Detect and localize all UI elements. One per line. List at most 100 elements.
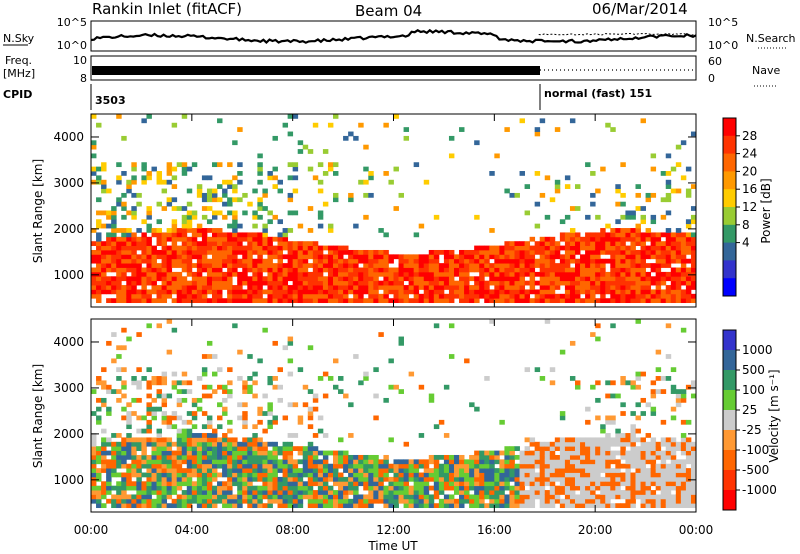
heatmap-cell	[333, 249, 339, 255]
heatmap-cell	[186, 271, 193, 277]
heatmap-cell	[514, 280, 520, 286]
heatmap-cell	[348, 192, 354, 198]
heatmap-cell	[353, 494, 359, 500]
heatmap-cell	[327, 263, 334, 268]
heatmap-cell	[479, 468, 485, 473]
heatmap-cell	[448, 271, 455, 277]
heatmap-cell	[610, 228, 616, 233]
heatmap-cell	[247, 494, 253, 500]
heatmap-cell	[242, 245, 248, 251]
heatmap-cell	[539, 263, 546, 268]
heatmap-cell	[534, 446, 541, 451]
heatmap-cell	[292, 298, 299, 304]
heatmap-cell	[504, 285, 510, 290]
heatmap-cell	[600, 446, 606, 451]
heatmap-cell	[650, 298, 657, 304]
heatmap-cell	[454, 468, 460, 473]
heatmap-cell	[106, 340, 112, 346]
heatmap-cell	[106, 188, 112, 194]
heatmap-cell	[136, 236, 142, 242]
heatmap-cell	[227, 380, 233, 386]
heatmap-cell	[156, 476, 162, 482]
heatmap-cell	[116, 354, 122, 359]
heatmap-cell	[625, 254, 631, 260]
heatmap-cell	[368, 276, 374, 282]
heatmap-cell	[585, 245, 591, 251]
heatmap-cell	[358, 498, 364, 504]
heatmap-cell	[297, 415, 304, 421]
heatmap-cell	[630, 450, 636, 456]
heatmap-cell	[292, 472, 299, 478]
heatmap-cell	[237, 232, 243, 238]
heatmap-cell	[222, 249, 228, 255]
heatmap-cell	[166, 463, 173, 469]
heatmap-cell	[433, 293, 440, 299]
heatmap-cell	[252, 236, 258, 242]
heatmap-cell	[217, 485, 223, 491]
heatmap-cell	[267, 424, 273, 430]
heatmap-cell	[645, 503, 652, 509]
heatmap-cell	[544, 319, 551, 324]
heatmap-cell	[685, 485, 692, 491]
heatmap-cell	[378, 481, 384, 487]
heatmap-cell	[151, 397, 157, 403]
heatmap-cell	[282, 122, 289, 128]
colorbar-swatch	[723, 370, 736, 391]
heatmap-cell	[484, 459, 490, 465]
heatmap-cell	[106, 258, 112, 264]
heatmap-cell	[106, 232, 112, 238]
heatmap-cell	[549, 245, 556, 251]
heatmap-cell	[630, 481, 636, 487]
heatmap-cell	[645, 276, 652, 282]
heatmap-cell	[242, 298, 248, 304]
heatmap-cell	[690, 498, 697, 504]
cpid-first: 3503	[95, 94, 126, 107]
heatmap-cell	[111, 503, 117, 509]
heatmap-cell	[418, 494, 425, 500]
heatmap-cell	[403, 276, 410, 282]
heatmap-cell	[141, 241, 147, 246]
heatmap-cell	[212, 289, 218, 295]
heatmap-cell	[101, 179, 107, 185]
heatmap-cell	[539, 485, 546, 491]
heatmap-cell	[423, 459, 430, 465]
heatmap-cell	[590, 441, 596, 447]
heatmap-cell	[292, 433, 299, 438]
heatmap-cell	[312, 406, 319, 412]
heatmap-cell	[136, 498, 142, 504]
heatmap-cell	[232, 494, 238, 500]
heatmap-cell	[186, 490, 193, 495]
heatmap-cell	[237, 179, 243, 185]
heatmap-cell	[559, 258, 566, 264]
heatmap-cell	[504, 188, 510, 194]
heatmap-cell	[317, 494, 324, 500]
heatmap-cell	[690, 463, 697, 469]
heatmap-cell	[459, 481, 465, 487]
heatmap-cell	[665, 490, 672, 495]
heatmap-cell	[645, 254, 652, 260]
heatmap-cell	[96, 298, 102, 304]
heatmap-cell	[343, 263, 349, 268]
heatmap-cell	[196, 441, 203, 447]
heatmap-cell	[610, 380, 616, 386]
heatmap-cell	[423, 298, 430, 304]
heatmap-cell	[297, 503, 304, 509]
colorbar-tick-label: 25	[742, 403, 757, 417]
heatmap-cell	[464, 494, 470, 500]
heatmap-cell	[201, 289, 208, 295]
range-tick-label: 4000	[53, 130, 84, 144]
heatmap-cell	[126, 450, 132, 456]
heatmap-cell	[494, 271, 500, 277]
heatmap-cell	[569, 437, 576, 443]
heatmap-cell	[101, 210, 107, 216]
heatmap-cell	[479, 267, 485, 273]
heatmap-cell	[630, 289, 636, 295]
heatmap-cell	[398, 490, 404, 495]
heatmap-cell	[186, 241, 193, 246]
heatmap-cell	[443, 276, 450, 282]
heatmap-cell	[645, 490, 652, 495]
heatmap-cell	[237, 162, 243, 168]
heatmap-cell	[212, 433, 218, 438]
heatmap-cell	[635, 276, 641, 282]
heatmap-cell	[600, 441, 606, 447]
